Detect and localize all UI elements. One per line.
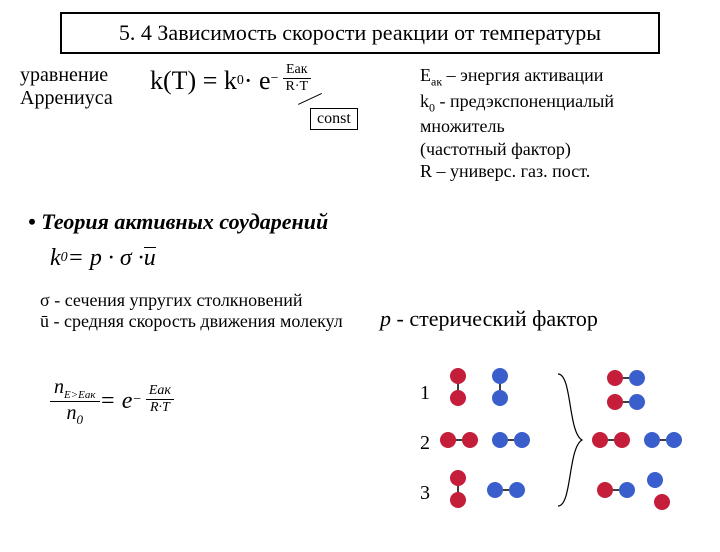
section-title: 5. 4 Зависимость скорости реакции от тем… [60, 12, 660, 54]
legend-block: Eак – энергия активации k0 - предэкспоне… [420, 64, 700, 183]
arrhenius-label: уравнение Аррениуса [20, 64, 150, 110]
arrhenius-equation: k(T) = k0 · e − Eак R·T [150, 64, 420, 97]
k0-equation: k0 = p · σ · u [50, 245, 720, 272]
steric-factor: p - стерический фактор [380, 306, 598, 332]
arrhenius-equation-area: k(T) = k0 · e − Eак R·T const [150, 64, 420, 97]
arrhenius-row: уравнение Аррениуса k(T) = k0 · e − Eак … [20, 64, 700, 183]
molecules-svg [400, 362, 700, 532]
collision-diagram: 1 2 3 [400, 362, 700, 532]
theory-heading: • Теория активных соударений [28, 209, 700, 235]
const-label: const [310, 108, 358, 130]
k0-equation-wrap: k0 = p · σ · u [50, 245, 720, 272]
